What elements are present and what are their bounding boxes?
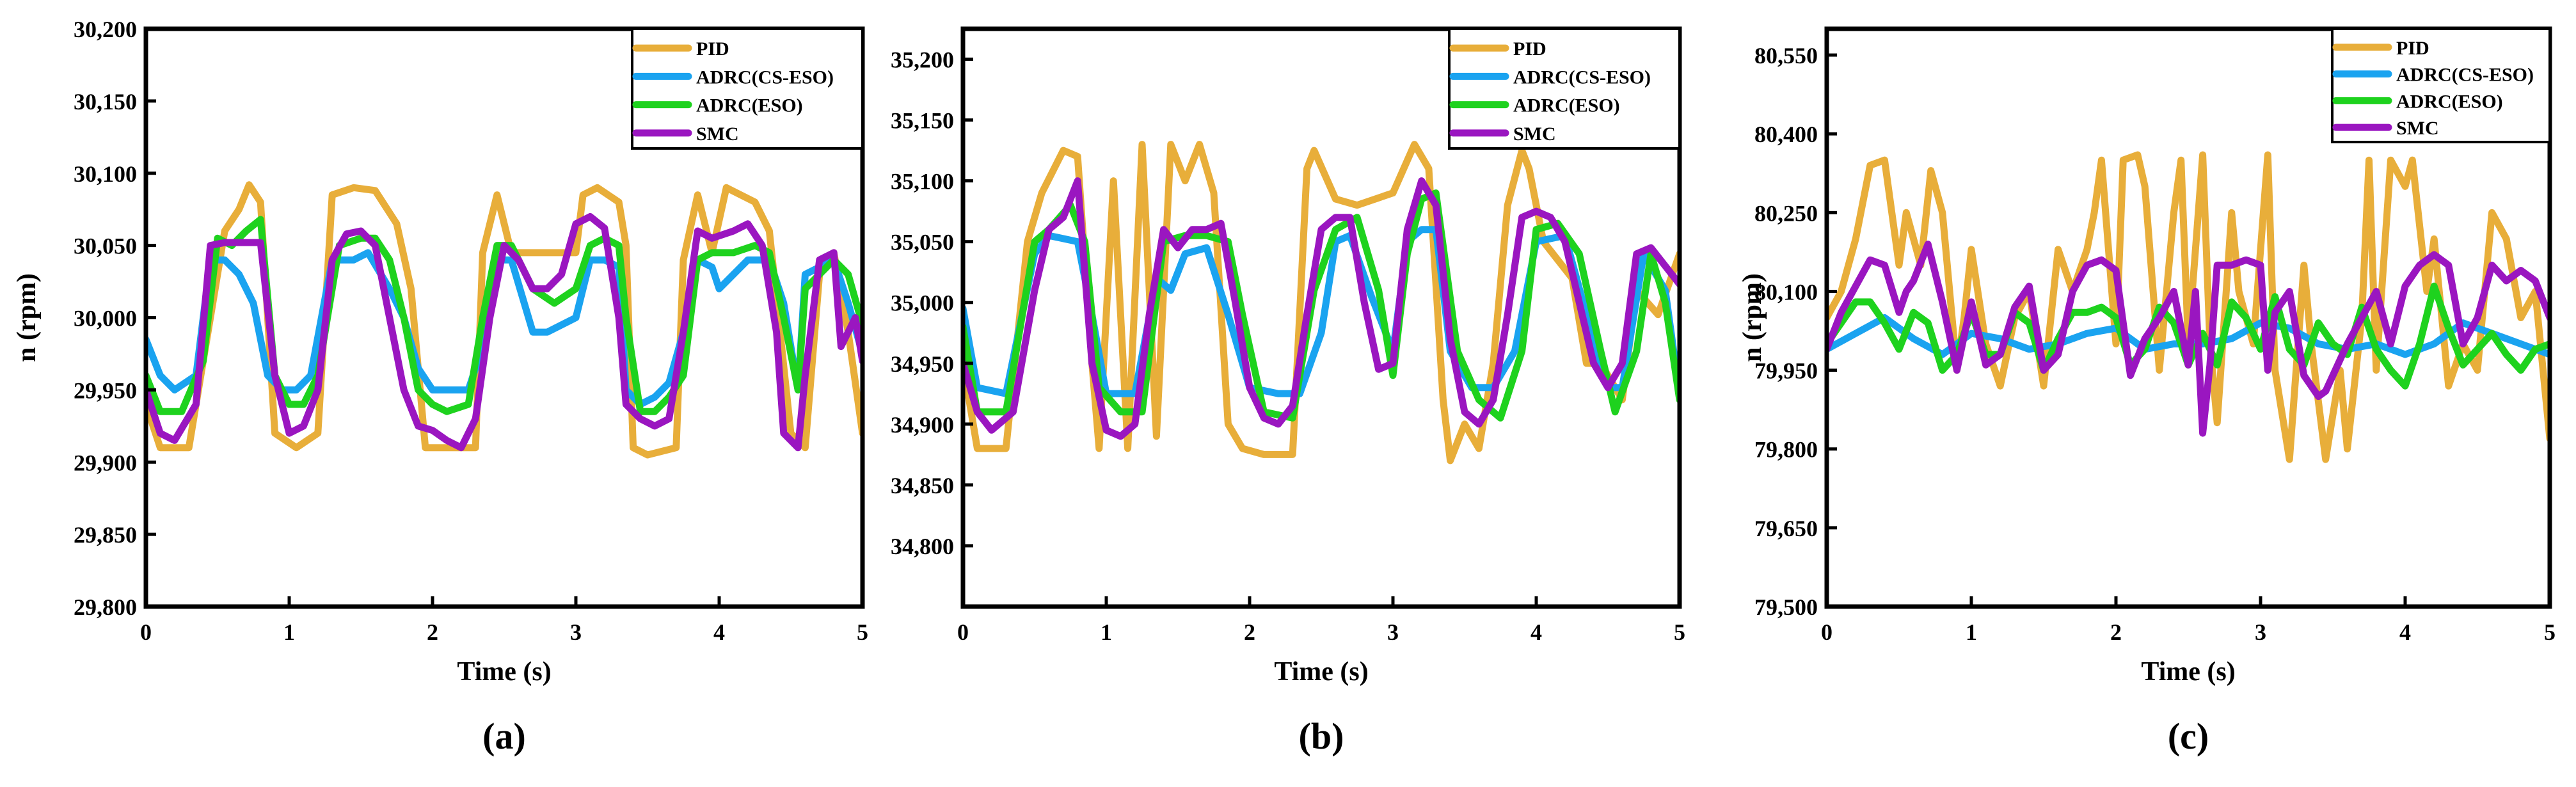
series-line-adrc-cs-eso — [963, 226, 1680, 397]
legend-entry: SMC — [1513, 123, 1556, 145]
legend-box — [631, 28, 864, 150]
legend: PID ADRC(CS-ESO) ADRC(ESO) SMC — [2331, 28, 2551, 143]
y-tick-label: 80,250 — [1754, 200, 1818, 226]
panel-label: (c) — [2168, 715, 2209, 757]
y-tick-label: 35,200 — [891, 47, 954, 73]
x-tick-label: 3 — [2255, 619, 2266, 645]
y-tick-label: 34,900 — [891, 412, 954, 438]
legend-entry: ADRC(CS-ESO) — [1513, 67, 1651, 88]
x-axis-label: Time (s) — [457, 657, 551, 687]
x-tick-label: 4 — [713, 619, 725, 645]
y-tick-label: 79,800 — [1754, 437, 1818, 463]
y-tick-label: 30,200 — [74, 17, 137, 42]
y-tick-label: 30,050 — [74, 234, 137, 259]
x-tick-label: 2 — [427, 619, 438, 645]
y-tick-label: 35,000 — [891, 290, 954, 316]
x-tick-label: 1 — [1966, 619, 1977, 645]
legend: PID ADRC(CS-ESO) ADRC(ESO) SMC — [1448, 28, 1681, 150]
y-tick-label: 35,050 — [891, 230, 954, 255]
x-tick-label: 0 — [957, 619, 969, 645]
x-tick-label: 3 — [1387, 619, 1399, 645]
x-axis-label: Time (s) — [1274, 657, 1368, 687]
y-tick-label: 30,100 — [74, 161, 137, 187]
legend-entry: SMC — [2396, 118, 2439, 139]
legend-entry: ADRC(ESO) — [2396, 91, 2503, 112]
y-tick-label: 80,400 — [1754, 122, 1818, 147]
x-tick-label: 5 — [1674, 619, 1685, 645]
y-tick-label: 30,000 — [74, 306, 137, 331]
plot-frame — [960, 26, 1682, 609]
x-tick-label: 3 — [570, 619, 582, 645]
series-line-smc — [1827, 241, 2550, 437]
x-tick-label: 1 — [1101, 619, 1112, 645]
y-tick-label: 29,800 — [74, 594, 137, 620]
y-tick-label: 29,850 — [74, 522, 137, 548]
panel-label: (a) — [482, 715, 526, 757]
series-line-smc — [146, 213, 863, 452]
y-tick-label: 34,950 — [891, 351, 954, 377]
legend-entry: PID — [1513, 38, 1546, 60]
legend: PID ADRC(CS-ESO) ADRC(ESO) SMC — [631, 28, 864, 150]
chart-panel-2: 0 1 2 3 4 5 34,800 34,850 34,900 34,950 35,000 35,0… — [891, 26, 1685, 757]
y-tick-label: 80,550 — [1754, 43, 1818, 68]
series-line-smc — [963, 177, 1680, 440]
legend-entry: ADRC(ESO) — [1513, 95, 1620, 116]
panel-label: (b) — [1299, 715, 1344, 757]
plot-frame — [1824, 26, 2552, 609]
legend-entry: ADRC(CS-ESO) — [696, 67, 834, 88]
x-tick-label: 0 — [1821, 619, 1833, 645]
y-tick-label: 34,850 — [891, 473, 954, 498]
legend-entry: PID — [2396, 38, 2429, 59]
y-axis-label: n (rpm) — [1738, 273, 1767, 362]
y-tick-label: 29,900 — [74, 450, 137, 475]
y-tick-label: 35,150 — [891, 108, 954, 134]
x-tick-label: 0 — [140, 619, 152, 645]
x-tick-label: 2 — [1244, 619, 1255, 645]
x-tick-label: 5 — [857, 619, 868, 645]
y-tick-label: 79,950 — [1754, 358, 1818, 384]
y-axis-label: n (rpm) — [12, 273, 42, 362]
y-tick-label: 79,500 — [1754, 594, 1818, 620]
x-tick-label: 1 — [283, 619, 295, 645]
x-tick-label: 4 — [2399, 619, 2411, 645]
x-axis-label: Time (s) — [2141, 657, 2235, 687]
legend-entry: ADRC(ESO) — [696, 95, 803, 116]
legend-entry: PID — [696, 38, 729, 60]
chart-panel-1: 0 1 2 3 4 5 29,800 29,850 29,900 29,950 30,000 30,0… — [12, 17, 868, 757]
series-line-adrc-cs-eso — [146, 249, 863, 408]
y-tick-label: 79,650 — [1754, 516, 1818, 541]
legend-entry: SMC — [696, 123, 739, 145]
y-tick-label: 29,950 — [74, 378, 137, 403]
x-tick-label: 2 — [2110, 619, 2122, 645]
y-tick-label: 35,100 — [891, 169, 954, 195]
y-tick-label: 30,150 — [74, 89, 137, 115]
x-tick-label: 4 — [1530, 619, 1542, 645]
x-tick-label: 5 — [2544, 619, 2556, 645]
legend-entry: ADRC(CS-ESO) — [2396, 65, 2534, 86]
chart-panel-3: 0 1 2 3 4 5 79,500 79,650 79,800 79,950 80,100 80,2… — [1738, 26, 2556, 757]
y-tick-label: 34,800 — [891, 534, 954, 559]
y-tick-label: 80,100 — [1754, 279, 1818, 305]
